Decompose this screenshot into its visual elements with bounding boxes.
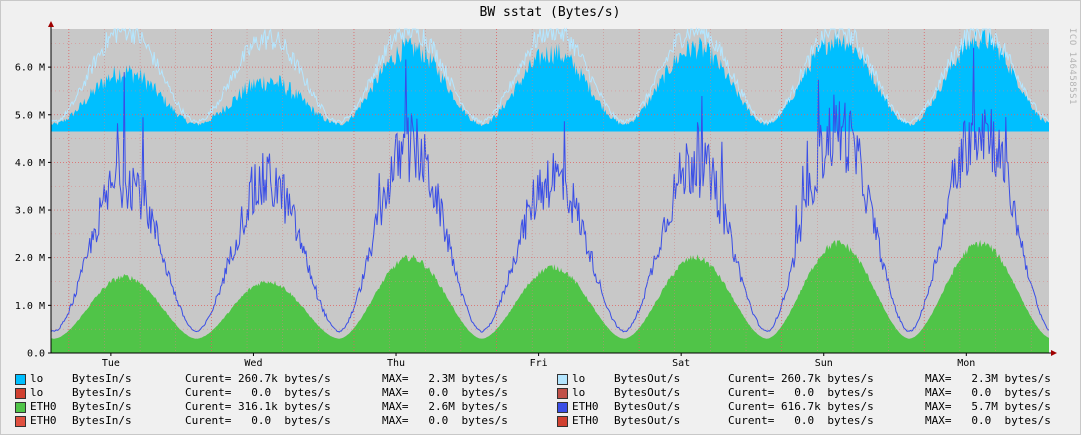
legend-iface: ETH0 [572,400,599,413]
legend-iface: ETH0 [572,414,599,427]
y-tick-label-5: 5.0 M [15,110,45,121]
legend-iface: ETH0 [30,400,57,413]
legend-swatch [557,416,568,427]
legend-iface: lo [572,386,586,399]
legend-swatch [557,374,568,385]
legend-entry: ETH0 BytesOut/s Curent= 0.0 bytes/s MAX= 0.… [557,414,1077,428]
x-tick-label-5: Sun [815,358,833,369]
y-tick-label-6: 6.0 M [15,63,45,74]
x-tick-label-4: Sat [672,358,690,369]
legend-metric: BytesOut/s [614,400,681,413]
legend-metric: BytesIn/s [72,414,132,427]
y-tick-label-4: 4.0 M [15,158,45,169]
series-layer [50,27,1050,353]
legend-metric: BytesOut/s [614,372,681,385]
legend-current: Curent= 0.0 bytes/s [185,414,331,427]
legend-swatch [557,388,568,399]
legend-max: MAX= 2.6M bytes/s [382,400,508,413]
x-tick-label-3: Fri [530,358,548,369]
y-tick-label-2: 2.0 M [15,253,45,264]
legend-max: MAX= 0.0 bytes/s [382,414,508,427]
legend-current: Curent= 616.7k bytes/s [728,400,874,413]
legend-current: Curent= 0.0 bytes/s [728,414,874,427]
legend-iface: lo [30,372,44,385]
legend-entry: lo BytesOut/s Curent= 0.0 bytes/s MAX= 0.0 … [557,386,1077,400]
legend-metric: BytesOut/s [614,386,681,399]
legend-entry: ETH0 BytesOut/s Curent= 616.7k bytes/s MAX=… [557,400,1077,414]
legend-max: MAX= 5.7M bytes/s [925,400,1051,413]
legend-iface: lo [572,372,586,385]
chart-plot: 0.0 1.0 M 2.0 M 3.0 M 4.0 M 5.0 M 6.0 M Tue Wed T… [15,21,1057,369]
y-tick-label-3: 3.0 M [15,206,45,217]
legend: lo BytesIn/s Curent= 260.7k bytes/s MAX= 2.… [0,372,1081,432]
x-tick-label-0: Tue [102,358,120,369]
legend-swatch [15,402,26,413]
label-layer: 0.0 1.0 M 2.0 M 3.0 M 4.0 M 5.0 M 6.0 M Tue Wed T… [15,63,975,369]
series-2-line [50,27,1050,125]
legend-swatch [15,388,26,399]
legend-swatch [15,416,26,427]
legend-current: Curent= 316.1k bytes/s [185,400,331,413]
legend-max: MAX= 2.3M bytes/s [925,372,1051,385]
legend-entry: lo BytesOut/s Curent= 260.7k bytes/s MAX= 2… [557,372,1077,386]
x-tick-label-1: Wed [244,358,262,369]
x-axis-arrow [1051,350,1057,356]
legend-swatch [15,374,26,385]
grid-layer [51,29,1049,353]
series-3-area [51,239,1049,353]
y-axis-arrow [48,21,54,27]
y-tick-label-0: 0.0 [27,349,45,360]
legend-entry: ETH0 BytesIn/s Curent= 0.0 bytes/s MAX= 0.0… [15,414,535,428]
legend-metric: BytesIn/s [72,400,132,413]
legend-iface: lo [30,386,44,399]
x-tick-label-2: Thu [387,358,405,369]
legend-entry: lo BytesIn/s Curent= 260.7k bytes/s MAX= 2.… [15,372,535,386]
x-tick-label-6: Mon [957,358,975,369]
axis-layer [48,21,1057,356]
legend-swatch [557,402,568,413]
legend-entry: ETH0 BytesIn/s Curent= 316.1k bytes/s MAX= … [15,400,535,414]
legend-max: MAX= 0.0 bytes/s [382,386,508,399]
legend-metric: BytesOut/s [614,414,681,427]
y-tick-label-1: 1.0 M [15,301,45,312]
legend-iface: ETH0 [30,414,57,427]
legend-entry: lo BytesIn/s Curent= 0.0 bytes/s MAX= 0.0 b… [15,386,535,400]
legend-max: MAX= 0.0 bytes/s [925,386,1051,399]
legend-current: Curent= 0.0 bytes/s [728,386,874,399]
series-4-line [50,47,1049,333]
legend-max: MAX= 2.3M bytes/s [382,372,508,385]
watermark-text: ICO 1464585S1 [1067,28,1077,105]
legend-current: Curent= 260.7k bytes/s [185,372,331,385]
legend-max: MAX= 0.0 bytes/s [925,414,1051,427]
series-1-area [51,29,1049,132]
chart-title: BW sstat (Bytes/s) [479,5,621,20]
legend-current: Curent= 0.0 bytes/s [185,386,331,399]
legend-current: Curent= 260.7k bytes/s [728,372,874,385]
legend-metric: BytesIn/s [72,386,132,399]
legend-metric: BytesIn/s [72,372,132,385]
